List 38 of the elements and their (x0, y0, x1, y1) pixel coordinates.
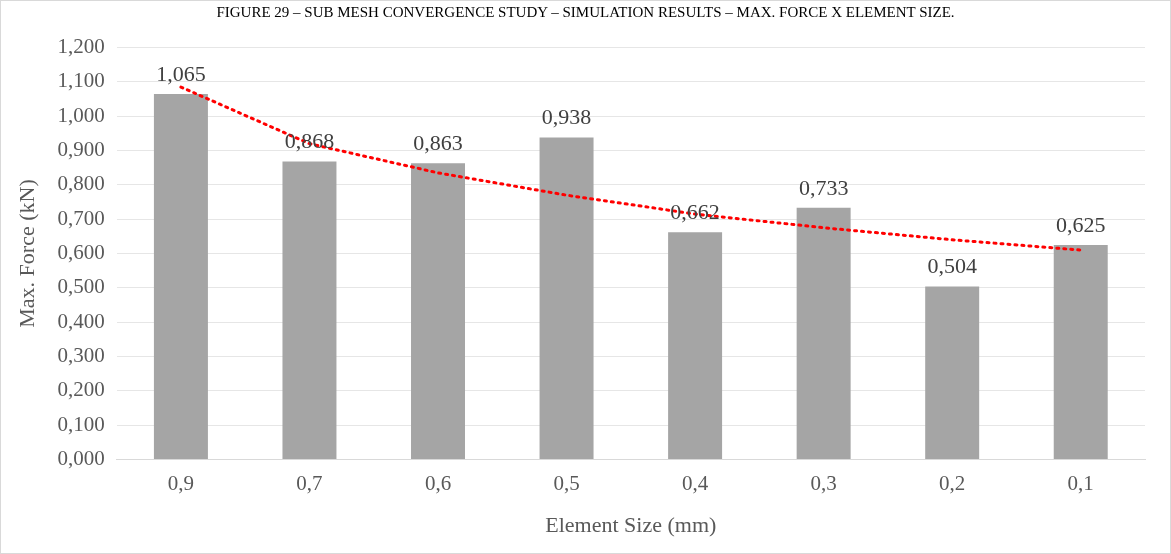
x-tick-label: 0,6 (424, 470, 452, 495)
data-label: 0,625 (1055, 211, 1106, 237)
y-tick-label: 1,100 (57, 68, 105, 93)
y-tick-label: 0,900 (57, 137, 105, 162)
y-tick-label: 0,100 (57, 411, 105, 436)
y-tick-label: 0,200 (57, 377, 105, 402)
x-tick-label: 0,1 (1067, 470, 1094, 495)
x-tick-label: 0,7 (296, 470, 323, 495)
bar (796, 207, 851, 459)
x-tick-label: 0,9 (167, 470, 195, 495)
y-axis-title: Max. Force (kN) (13, 179, 39, 328)
data-label: 0,504 (927, 253, 977, 279)
y-tick-label: 0,600 (57, 240, 105, 265)
x-tick-label: 0,4 (681, 470, 709, 495)
y-tick-label: 0,000 (57, 445, 105, 470)
y-tick-label: 1,000 (57, 102, 105, 127)
data-label: 0,863 (413, 130, 463, 156)
y-tick-label: 0,300 (57, 342, 105, 367)
bar (539, 137, 594, 459)
bar (153, 93, 208, 459)
x-tick-label: 0,3 (810, 470, 837, 495)
bar (925, 286, 980, 459)
bar (282, 161, 337, 459)
x-tick-label: 0,2 (939, 470, 966, 495)
bar (1053, 244, 1108, 459)
chart-title: FIGURE 29 – SUB MESH CONVERGENCE STUDY – SIMULATION RESULTS – MAX. FORCE X ELEMENT SIZE. (215, 3, 956, 22)
y-tick-label: 1,200 (57, 34, 105, 59)
bar (668, 232, 723, 459)
y-tick-label: 0,800 (57, 171, 105, 196)
data-label: 0,733 (798, 174, 849, 200)
x-axis-title: Element Size (mm) (545, 511, 717, 537)
data-label: 0,938 (541, 104, 592, 130)
y-tick-label: 0,400 (57, 308, 105, 333)
bar (411, 163, 465, 459)
data-label: 1,065 (156, 60, 206, 86)
y-tick-label: 0,700 (57, 205, 105, 230)
x-tick-label: 0,5 (553, 470, 580, 495)
y-tick-label: 0,500 (57, 274, 105, 299)
